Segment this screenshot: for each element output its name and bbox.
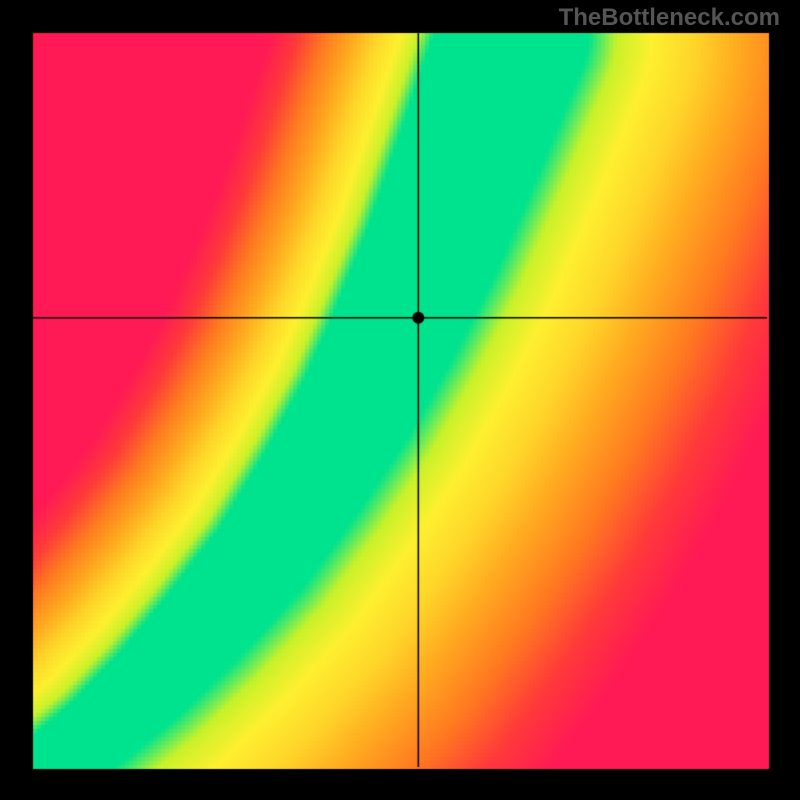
chart-container: { "watermark": { "text": "TheBottleneck.… [0,0,800,800]
watermark-text: TheBottleneck.com [559,4,780,32]
crosshair-overlay [0,0,800,800]
